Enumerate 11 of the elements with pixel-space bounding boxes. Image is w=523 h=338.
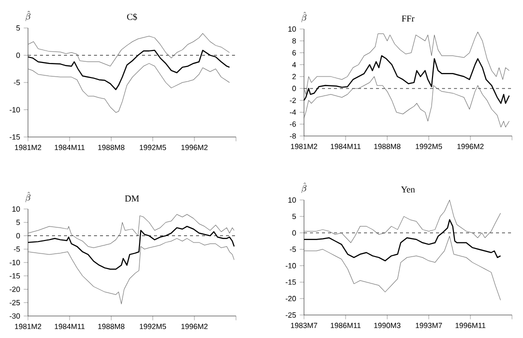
- y-axis-title: $\hat{\beta}$: [301, 12, 306, 22]
- line-series: [304, 236, 501, 300]
- y-axis-title: $\hat{\beta}$: [25, 10, 30, 22]
- y-axis-title: $\hat{\beta}$: [25, 192, 30, 202]
- chart-title: FFr: [402, 16, 414, 22]
- chart-title: Yen: [401, 186, 415, 192]
- y-axis-title: $\hat{\beta}$: [301, 182, 306, 194]
- line-series: [304, 200, 501, 243]
- chart-title: DM: [125, 196, 139, 202]
- line-series: [304, 76, 510, 128]
- chart-title: C$: [127, 13, 137, 20]
